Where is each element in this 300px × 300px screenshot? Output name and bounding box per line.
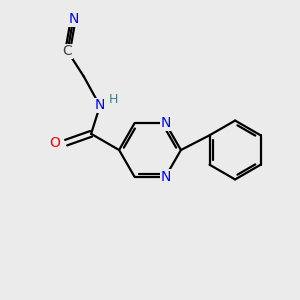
Text: N: N [160, 170, 171, 184]
Text: N: N [68, 12, 79, 26]
Text: H: H [109, 93, 118, 106]
Text: O: O [49, 136, 60, 150]
Text: N: N [160, 116, 171, 130]
Text: C: C [63, 44, 72, 58]
Text: N: N [95, 98, 105, 112]
